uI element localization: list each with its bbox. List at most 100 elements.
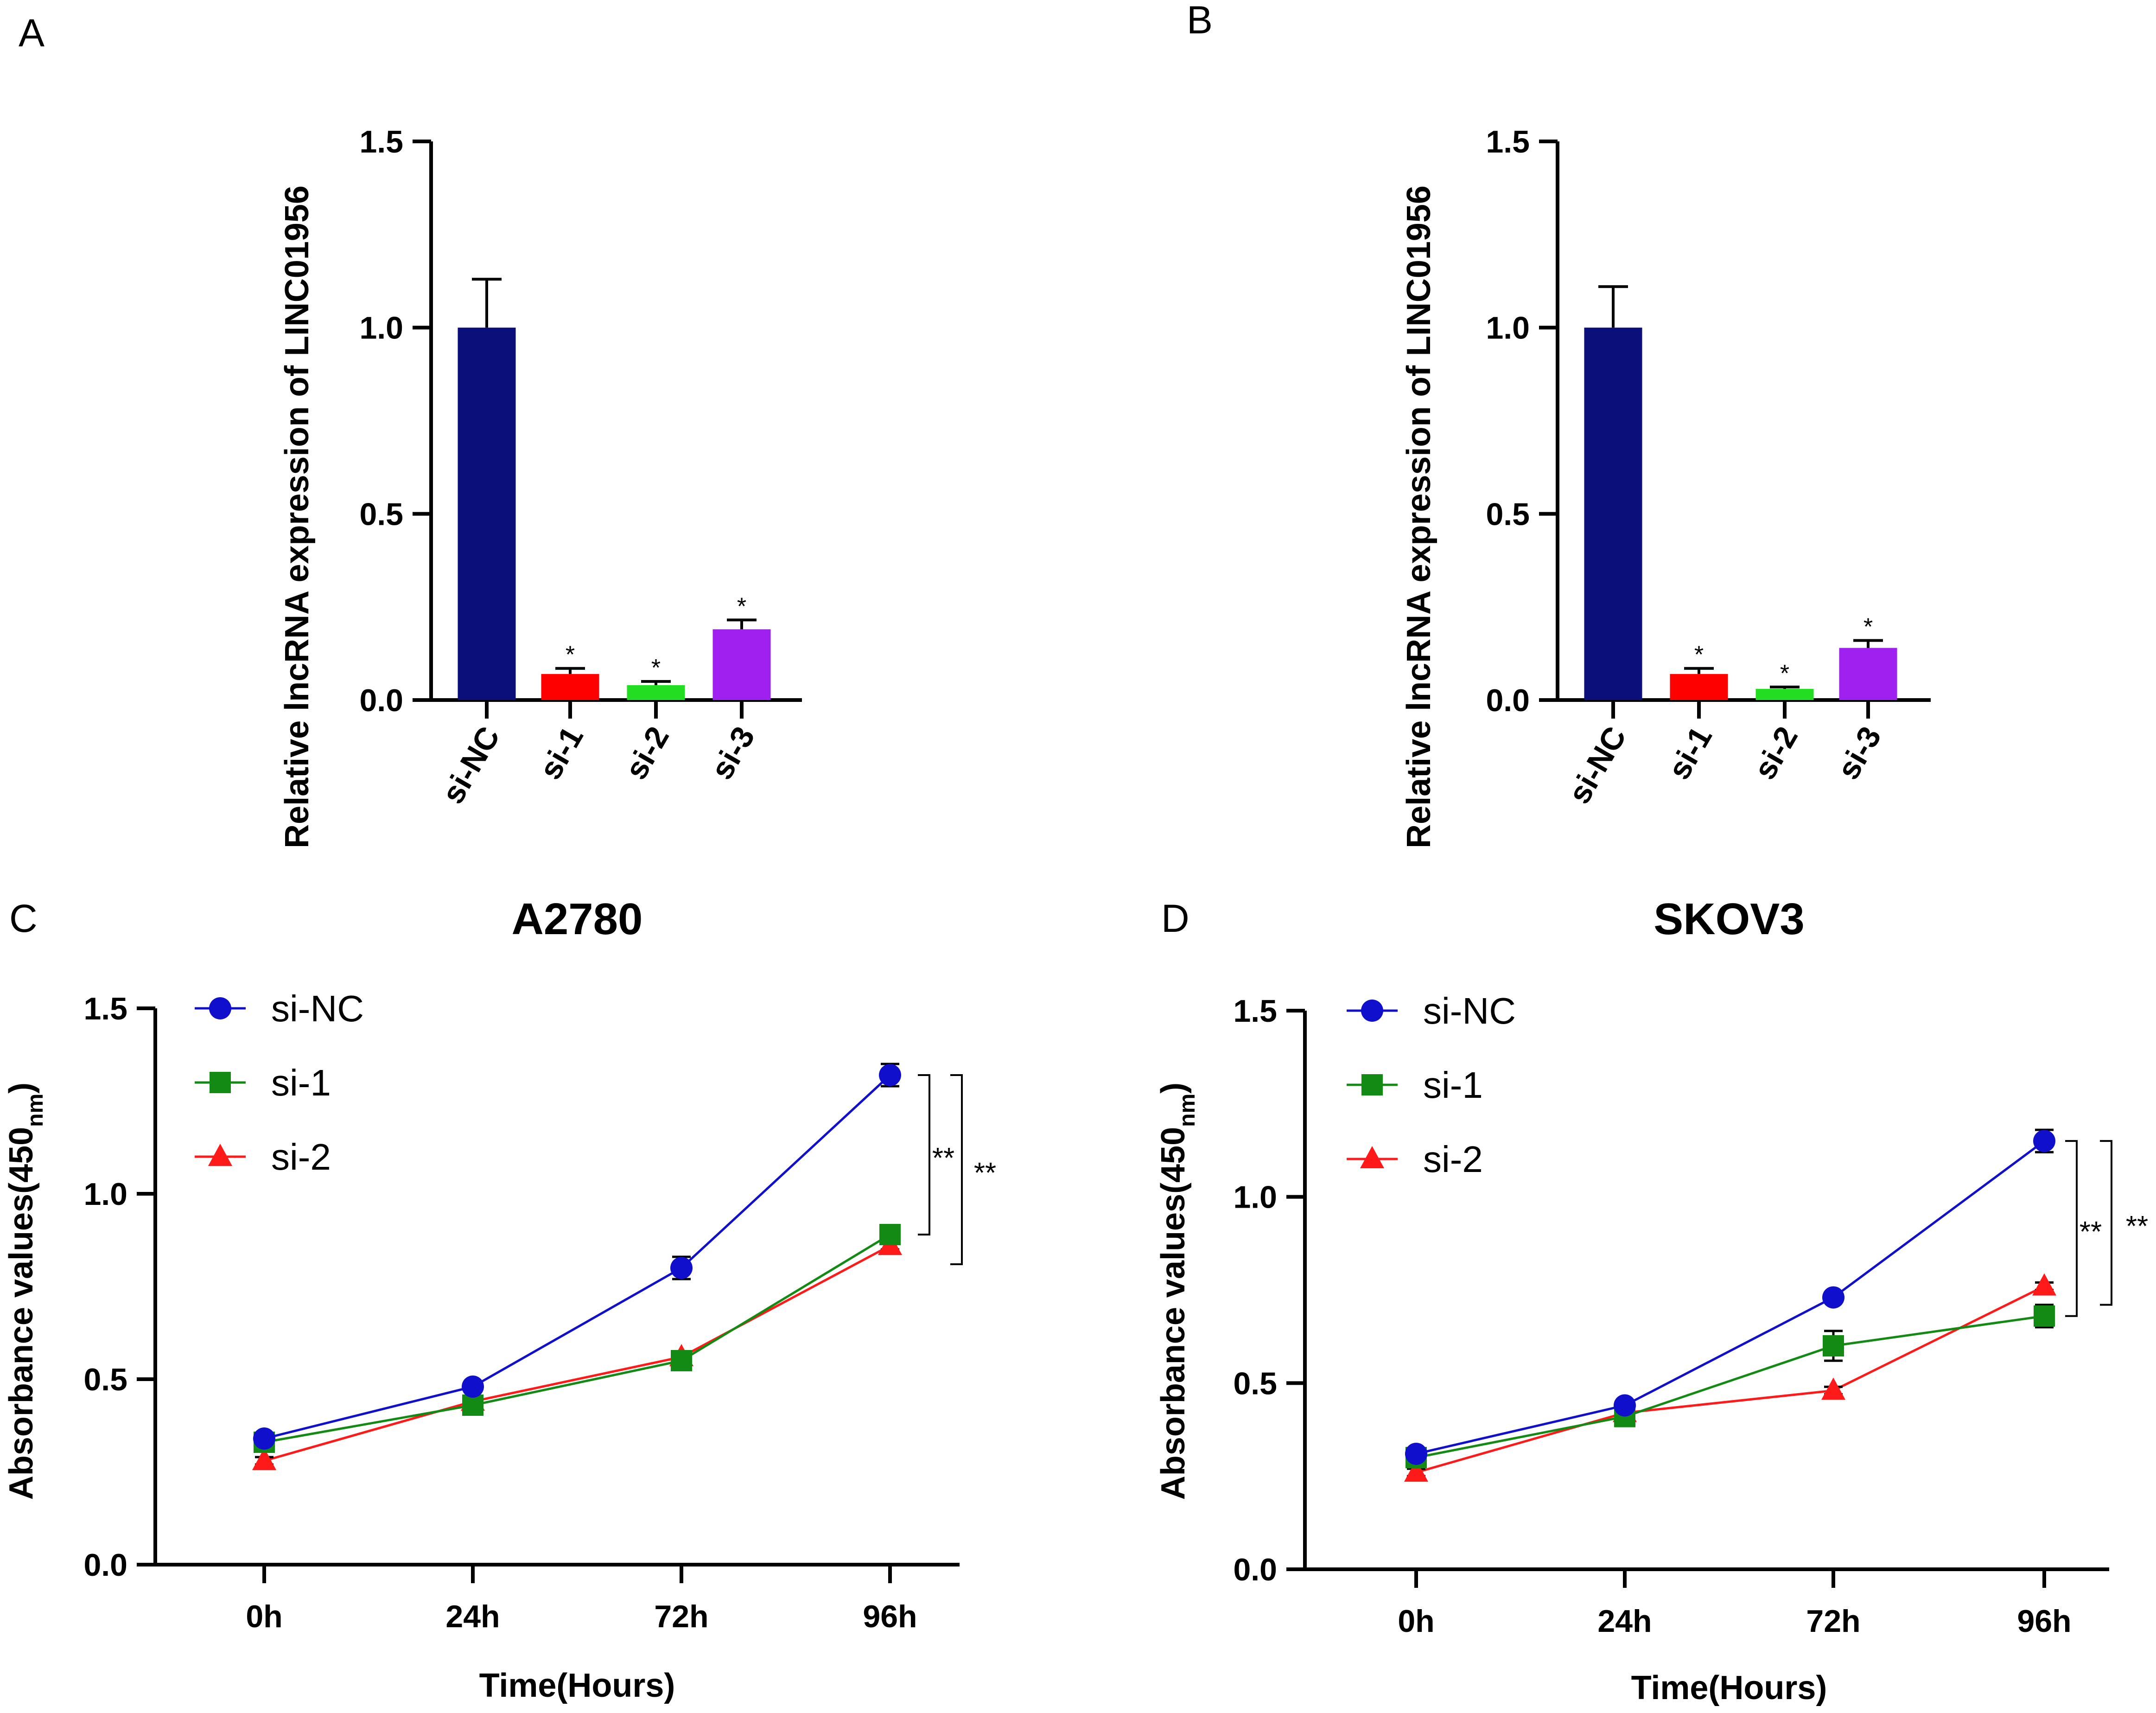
y-tick-label: 1.5 (1233, 993, 1277, 1029)
significance-label: ** (974, 1157, 996, 1189)
data-point (462, 1375, 484, 1398)
data-point (2033, 1130, 2055, 1153)
series-line (264, 1233, 891, 1444)
data-point (1823, 1335, 1844, 1356)
bracket-line (2100, 1140, 2112, 1306)
data-point (253, 1427, 275, 1450)
panel-b: B 0.0 0.5 1.0 1.5 Relative lncRNA expression … (1187, 0, 1931, 848)
y-tick-label: 1.5 (359, 124, 403, 159)
y-tick-label: 0.5 (359, 497, 403, 532)
data-point (670, 1257, 693, 1279)
legend-marker (209, 997, 231, 1019)
legend-marker (1361, 1000, 1383, 1022)
x-tick-label: 96h (863, 1599, 917, 1634)
legend-label: si-2 (1423, 1139, 1483, 1180)
legend-label: si-1 (1423, 1064, 1483, 1106)
y-tick-label: 0.0 (1233, 1552, 1277, 1587)
y-axis-title: Absorbance values(450nm) (1155, 1083, 1200, 1500)
data-point (879, 1224, 901, 1245)
panel-letter: B (1187, 0, 1213, 42)
data-point (1404, 1459, 1428, 1482)
data-point (1821, 1377, 1845, 1400)
bar (1755, 688, 1814, 700)
series-line (1416, 1140, 2045, 1455)
data-point (879, 1064, 901, 1086)
data-point (1614, 1394, 1636, 1417)
x-tick-label: si-NC (435, 721, 507, 810)
x-tick-label: 96h (2017, 1604, 2071, 1639)
series-line (1416, 1285, 2045, 1474)
legend-item: si-2 (195, 1136, 331, 1178)
bar (1839, 648, 1897, 700)
significance-star: * (566, 642, 575, 669)
bracket-line (918, 1074, 930, 1235)
y-axis-title-main: Absorbance values(450 (3, 1127, 40, 1500)
legend-label: si-2 (271, 1136, 331, 1178)
y-axis-title-sub: nm (23, 1094, 48, 1127)
x-tick-label: 0h (246, 1599, 282, 1634)
significance-label: ** (2126, 1210, 2148, 1242)
panel-letter: C (9, 897, 38, 940)
y-tick-label: 0.0 (359, 683, 403, 718)
data-point (2032, 1273, 2056, 1296)
y-tick-label: 1.0 (1486, 311, 1530, 346)
x-tick-label: si-2 (618, 721, 676, 785)
series-line (1416, 1315, 2045, 1459)
x-tick-label: 72h (654, 1599, 708, 1634)
x-tick-label: si-3 (704, 721, 762, 785)
series-line (264, 1244, 891, 1462)
data-point (1822, 1286, 1844, 1309)
legend-item: si-2 (1347, 1139, 1483, 1180)
y-tick-label: 1.0 (1233, 1180, 1277, 1215)
panel-c: C 0.0 0.5 1.0 1.5 A2780 Absorbance values(450n… (3, 894, 996, 1704)
y-axis-title: Absorbance values(450nm) (3, 1083, 48, 1500)
x-tick-label: si-3 (1831, 721, 1888, 785)
significance-star: * (1780, 660, 1789, 687)
x-tick-label: si-1 (1661, 721, 1719, 785)
significance-label: ** (2080, 1216, 2102, 1248)
y-tick-label: 1.5 (1486, 124, 1530, 159)
legend-label: si-NC (1423, 990, 1516, 1032)
significance-bracket: ** (2065, 1140, 2102, 1317)
legend-item: si-NC (195, 988, 364, 1029)
data-point (462, 1395, 483, 1416)
y-axis-title-close: ) (1155, 1083, 1192, 1094)
bracket-line (2065, 1140, 2078, 1317)
significance-bracket: ** (950, 1074, 996, 1265)
x-tick-label: 0h (1398, 1604, 1434, 1639)
x-axis-title: Time(Hours) (479, 1667, 675, 1704)
series-si-1 (254, 1224, 901, 1453)
x-axis-title: Time(Hours) (1631, 1669, 1827, 1707)
legend-item: si-1 (1347, 1064, 1483, 1106)
panel-letter: A (19, 11, 45, 55)
x-tick-label: 24h (1597, 1604, 1652, 1639)
legend-label: si-NC (271, 988, 364, 1029)
data-point (2034, 1305, 2055, 1327)
data-point (1405, 1442, 1427, 1465)
y-tick-label: 0.5 (1486, 497, 1530, 532)
series-si-1 (1406, 1304, 2055, 1468)
panel-a: A 0.0 0.5 1.0 1.5 Relative lncRNA expression … (19, 11, 802, 848)
bar (541, 674, 599, 700)
legend-marker (1360, 1146, 1384, 1168)
y-axis-title-sub: nm (1175, 1094, 1200, 1127)
significance-star: * (651, 655, 661, 681)
x-tick-label: si-2 (1747, 721, 1805, 785)
series-si-2 (1404, 1273, 2056, 1482)
y-tick-label: 1.0 (359, 311, 403, 346)
significance-star: * (737, 593, 746, 620)
series-si-2 (252, 1233, 902, 1470)
x-tick-label: si-NC (1561, 721, 1633, 810)
legend-marker (208, 1144, 232, 1166)
legend-label: si-1 (271, 1062, 331, 1103)
x-tick-label: 72h (1806, 1604, 1860, 1639)
significance-star: * (1863, 613, 1873, 640)
series-si-nc (1405, 1128, 2055, 1465)
legend-item: si-NC (1347, 990, 1516, 1032)
bar (1584, 327, 1642, 700)
legend-item: si-1 (195, 1062, 331, 1103)
chart-title: A2780 (512, 894, 643, 944)
chart-title: SKOV3 (1654, 894, 1804, 944)
y-axis-title-close: ) (3, 1083, 40, 1094)
y-tick-label: 0.0 (1486, 683, 1530, 718)
